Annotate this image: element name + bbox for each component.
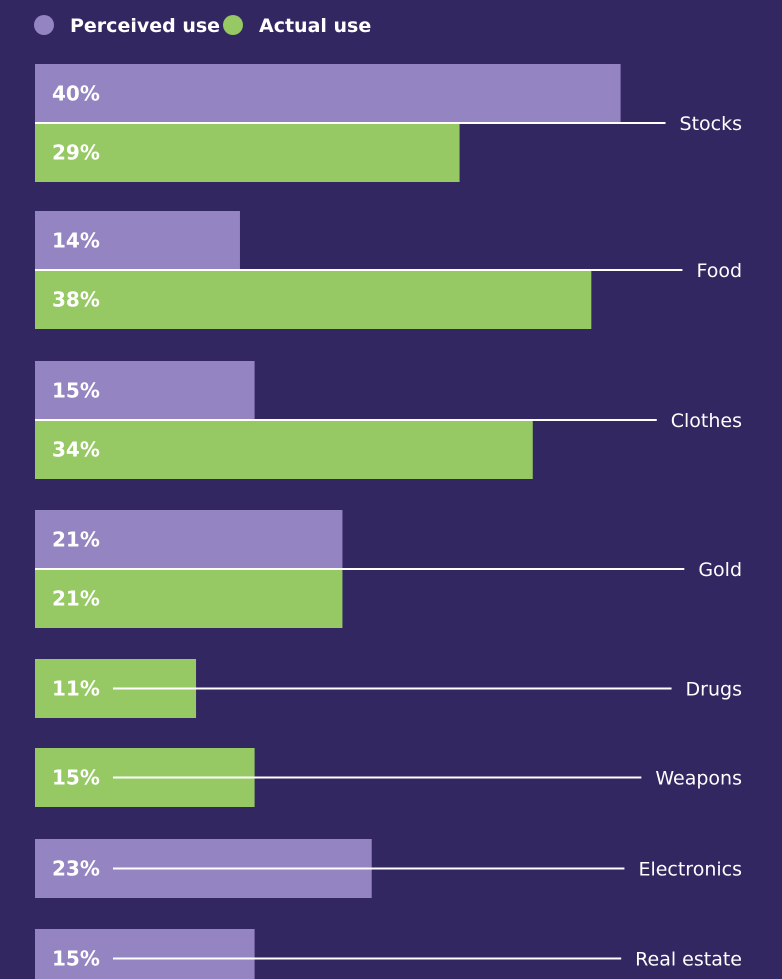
data-label-electronics-perceived-use: 23% <box>52 857 100 881</box>
category-stocks: 40% 29% Stocks <box>35 64 742 182</box>
data-label-real-estate-perceived-use: 15% <box>52 947 100 971</box>
category-gold: 21% 21% Gold <box>35 510 742 628</box>
data-label-stocks-perceived-use: 40% <box>52 82 100 106</box>
category-label-drugs: Drugs <box>686 679 742 701</box>
legend-label-actual-use: Actual use <box>259 15 371 37</box>
category-label-electronics: Electronics <box>638 859 742 881</box>
legend: Perceived use Actual use <box>34 15 371 37</box>
data-label-stocks-actual-use: 29% <box>52 141 100 165</box>
bar-gold-perceived-use <box>35 510 343 569</box>
category-clothes: 15% 34% Clothes <box>35 361 742 479</box>
bar-gold-actual-use <box>35 569 343 628</box>
legend-swatch-perceived-use <box>34 15 54 35</box>
bars-group: 40%29%Stocks14%38%Food15%34%Clothes21%21… <box>35 64 742 979</box>
legend-swatch-actual-use <box>223 15 243 35</box>
data-label-weapons-actual-use: 15% <box>52 766 100 790</box>
data-label-drugs-actual-use: 11% <box>52 677 100 701</box>
bar-clothes-actual-use <box>35 420 533 479</box>
category-food: 14% 38% Food <box>35 211 742 329</box>
legend-label-perceived-use: Perceived use <box>70 15 220 37</box>
category-label-gold: Gold <box>698 559 742 581</box>
data-label-food-perceived-use: 14% <box>52 229 100 253</box>
bar-food-actual-use <box>35 270 592 329</box>
category-weapons: 15% Weapons <box>35 748 742 807</box>
bar-stocks-perceived-use <box>35 64 621 123</box>
bar-food-perceived-use <box>35 211 240 270</box>
bar-clothes-perceived-use <box>35 361 255 420</box>
category-label-clothes: Clothes <box>671 410 742 432</box>
category-drugs: 11% Drugs <box>35 659 742 718</box>
category-label-food: Food <box>696 260 742 282</box>
data-label-gold-actual-use: 21% <box>52 587 100 611</box>
data-label-clothes-perceived-use: 15% <box>52 379 100 403</box>
category-label-real-estate: Real estate <box>635 949 742 971</box>
bar-real-estate-perceived-use <box>35 929 255 979</box>
category-electronics: 23% Electronics <box>35 839 742 898</box>
data-label-gold-perceived-use: 21% <box>52 528 100 552</box>
bar-stocks-actual-use <box>35 123 460 182</box>
data-label-food-actual-use: 38% <box>52 288 100 312</box>
category-label-weapons: Weapons <box>655 768 742 790</box>
data-label-clothes-actual-use: 34% <box>52 438 100 462</box>
category-label-stocks: Stocks <box>680 113 742 135</box>
category-real-estate: 15% Real estate <box>35 929 742 979</box>
